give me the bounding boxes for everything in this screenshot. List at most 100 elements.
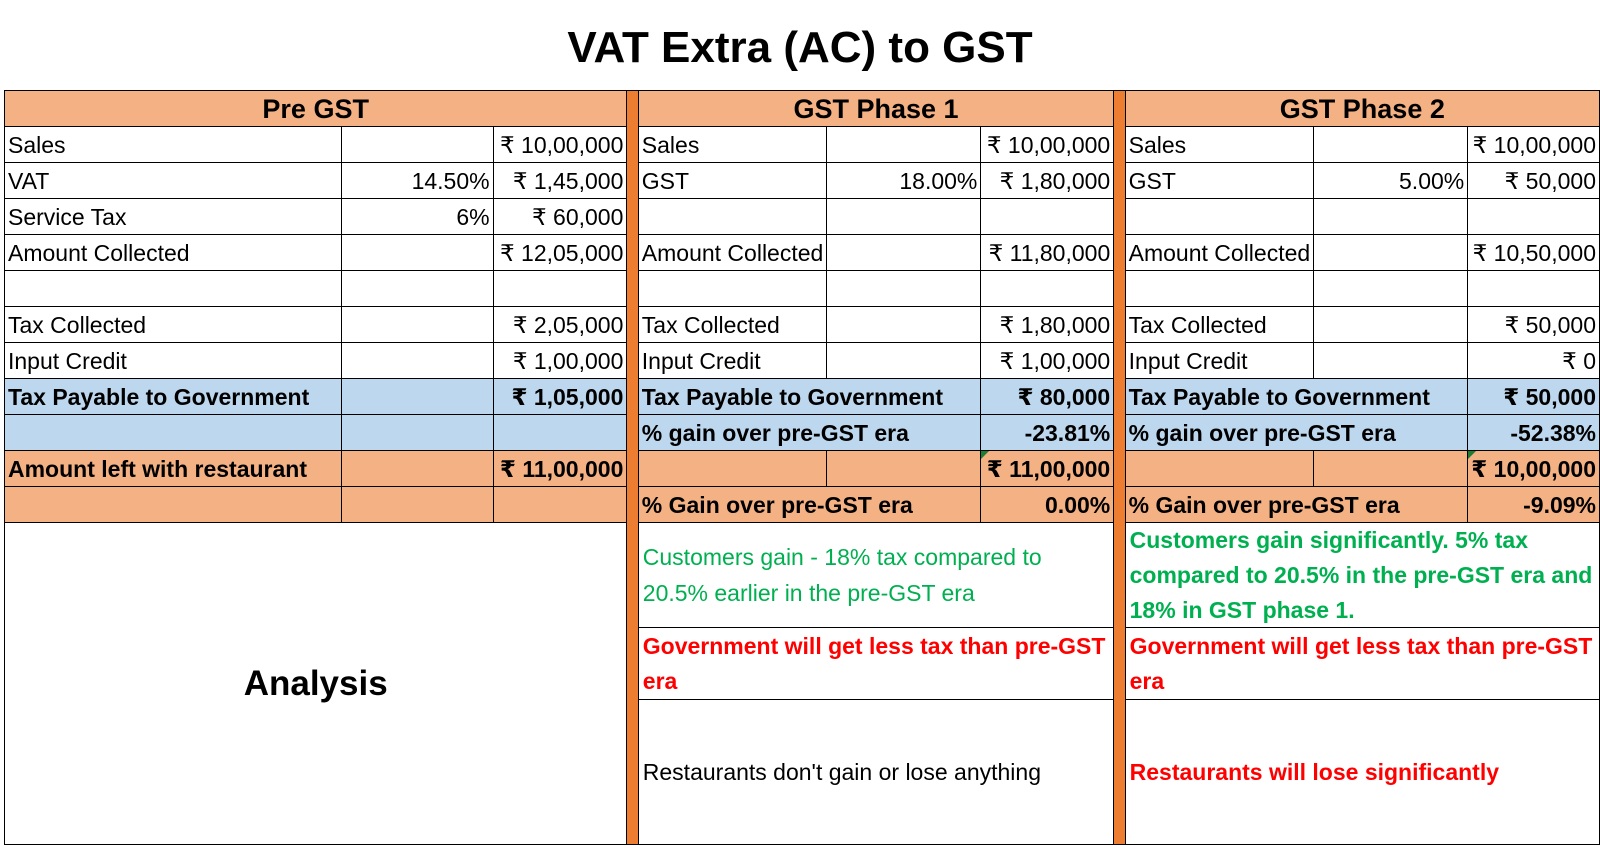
cell: ₹ 10,00,000 [1467,450,1600,487]
cell: Sales [3,126,343,163]
cell: Service Tax [3,198,343,235]
cell [341,342,494,379]
cell: % gain over pre-GST era [637,414,982,451]
cell: ₹ 10,00,000 [492,126,628,163]
cell [3,270,343,307]
cell: % Gain over pre-GST era [637,486,982,523]
cell [826,270,982,307]
separator-1 [626,90,639,845]
header-gst-phase-1: GST Phase 1 [637,90,1115,127]
cell [1467,270,1600,307]
cell: ₹ 11,00,000 [492,450,628,487]
cell [341,378,494,415]
cell: ₹ 1,05,000 [492,378,628,415]
cell: Tax Collected [3,306,343,343]
cell: Amount left with restaurant [3,450,343,487]
cell: ₹ 2,05,000 [492,306,628,343]
row-amount-collected: Amount Collected ₹ 12,05,000 Amount Coll… [3,234,1600,271]
row-gain-restaurant: % Gain over pre-GST era 0.00% % Gain ove… [3,486,1600,523]
cell [1467,198,1600,235]
analysis-p2-restaurants: Restaurants will lose significantly [1129,759,1500,785]
analysis-p2-customers: Customers gain significantly. 5% tax com… [1126,524,1599,628]
cell [637,198,828,235]
cell [341,450,494,487]
cell [1313,234,1469,271]
cell: 14.50% [341,162,494,199]
cell [826,234,982,271]
cell [1124,198,1315,235]
cell: Input Credit [1124,342,1315,379]
cell: ₹ 10,00,000 [980,126,1115,163]
row-tax-payable: Tax Payable to Government ₹ 1,05,000 Tax… [3,378,1600,415]
cell [492,270,628,307]
cell: -9.09% [1467,486,1600,523]
cell [637,270,828,307]
analysis-phase-2: Customers gain significantly. 5% tax com… [1124,522,1600,845]
cell: ₹ 11,00,000 [980,450,1115,487]
cell [341,234,494,271]
cell [341,306,494,343]
cell: ₹ 11,80,000 [980,234,1115,271]
cell: VAT [3,162,343,199]
cell: -52.38% [1467,414,1600,451]
cell [826,306,982,343]
cell: ₹ 1,00,000 [492,342,628,379]
row-sales: Sales ₹ 10,00,000 Sales ₹ 10,00,000 Sale… [3,126,1600,163]
cell [1313,126,1469,163]
cell: % gain over pre-GST era [1124,414,1469,451]
cell [341,126,494,163]
cell: ₹ 50,000 [1467,162,1600,199]
cell [1313,450,1469,487]
row-input-credit: Input Credit ₹ 1,00,000 Input Credit ₹ 1… [3,342,1600,379]
row-analysis: Analysis Customers gain - 18% tax compar… [3,522,1600,845]
cell: ₹ 50,000 [1467,378,1600,415]
cell [1313,306,1469,343]
row-tax-rate: VAT 14.50% ₹ 1,45,000 GST 18.00% ₹ 1,80,… [3,162,1600,199]
row-amount-left: Amount left with restaurant ₹ 11,00,000 … [3,450,1600,487]
cell [3,486,343,523]
cell: ₹ 50,000 [1467,306,1600,343]
cell: ₹ 1,80,000 [980,162,1115,199]
analysis-p1-customers: Customers gain - 18% tax compared to 20.… [639,524,1113,628]
cell [1313,198,1469,235]
cell [3,414,343,451]
cell [826,126,982,163]
cell: Input Credit [3,342,343,379]
cell [492,486,628,523]
cell [1124,270,1315,307]
cell: ₹ 12,05,000 [492,234,628,271]
cell: Sales [1124,126,1315,163]
cell: Tax Collected [637,306,828,343]
analysis-p1-restaurants: Restaurants don't gain or lose anything [642,759,1041,785]
cell: Tax Payable to Government [637,378,982,415]
analysis-label: Analysis [3,522,628,845]
cell: Input Credit [637,342,828,379]
cell: Sales [637,126,828,163]
cell: ₹ 1,80,000 [980,306,1115,343]
cell: ₹ 1,00,000 [980,342,1115,379]
header-pre-gst: Pre GST [3,90,628,127]
cell: GST [637,162,828,199]
analysis-phase-1: Customers gain - 18% tax compared to 20.… [637,522,1115,845]
cell [637,450,828,487]
cell: Tax Collected [1124,306,1315,343]
cell: ₹ 60,000 [492,198,628,235]
cell: ₹ 1,45,000 [492,162,628,199]
cell: 0.00% [980,486,1115,523]
separator-2 [1113,90,1126,845]
cell [980,270,1115,307]
cell: -23.81% [980,414,1115,451]
cell [1313,270,1469,307]
cell: ₹ 10,00,000 [1467,126,1600,163]
sheet-title: VAT Extra (AC) to GST [567,23,1033,72]
cell: Amount Collected [637,234,828,271]
row-gain-tax: % gain over pre-GST era -23.81% % gain o… [3,414,1600,451]
cell [980,198,1115,235]
cell [826,450,982,487]
header-gst-phase-2: GST Phase 2 [1124,90,1600,127]
analysis-p1-government: Government will get less tax than pre-GS… [639,628,1113,700]
cell: % Gain over pre-GST era [1124,486,1469,523]
cell [341,414,494,451]
cell [492,414,628,451]
cell: 5.00% [1313,162,1469,199]
